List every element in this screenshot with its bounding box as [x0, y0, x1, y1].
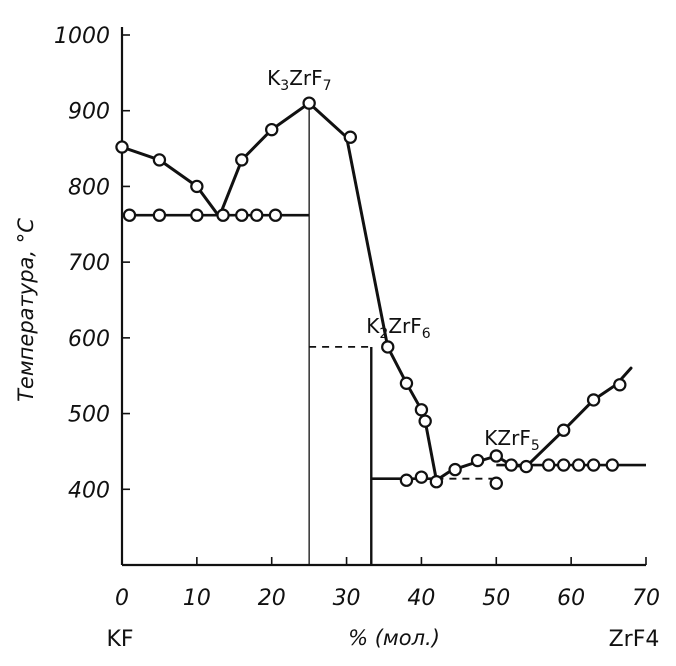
data-point: [250, 208, 264, 222]
y-tick-label: 500: [68, 403, 110, 428]
data-point: [216, 208, 230, 222]
compound-label: KZrF5: [484, 426, 539, 454]
x-tick-label: 10: [183, 586, 211, 611]
x-tick-label: 30: [333, 586, 361, 611]
right-component-label: ZrF4: [609, 627, 660, 652]
data-point: [115, 140, 129, 154]
data-point: [381, 340, 395, 354]
data-point: [190, 208, 204, 222]
y-tick-label: 400: [68, 478, 110, 503]
axes: 400 500 600 700 800 900 1000 0 10 20 30 40 50 60 70: [54, 24, 660, 611]
data-point: [268, 208, 283, 222]
data-point: [504, 458, 518, 472]
labels: Температура, °С % (мол.) KF ZrF4 K3ZrF7 K2ZrF…: [14, 66, 659, 652]
y-tick-label: 800: [68, 175, 110, 200]
x-axis-title: % (мол.): [348, 626, 440, 650]
data-point: [613, 378, 627, 392]
data-point: [571, 458, 586, 472]
x-tick-label: 50: [482, 586, 510, 611]
x-tick-label: 40: [407, 586, 435, 611]
data-point: [556, 458, 571, 472]
data-point: [489, 476, 503, 490]
y-axis-title: Температура, °С: [14, 218, 38, 402]
compound-label: K2ZrF6: [366, 314, 430, 342]
liquidus-curve: [217, 101, 438, 482]
data-point: [556, 423, 571, 437]
data-point: [343, 130, 358, 144]
x-tick-label: 60: [557, 586, 585, 611]
data-points: [115, 96, 627, 490]
data-point: [235, 153, 249, 167]
data-point: [399, 376, 414, 390]
x-tick-label: 70: [632, 586, 660, 611]
compound-label: K3ZrF7: [267, 66, 331, 94]
data-point: [470, 453, 485, 468]
data-point: [418, 414, 432, 428]
liquidus-curve: [120, 145, 221, 219]
data-point: [414, 403, 429, 417]
data-point: [519, 459, 533, 474]
data-point: [122, 208, 137, 222]
y-tick-label: 1000: [54, 24, 110, 49]
data-point: [605, 458, 620, 472]
y-tick-label: 700: [68, 251, 110, 276]
data-point: [265, 122, 279, 137]
data-point: [541, 458, 556, 472]
data-point: [414, 470, 429, 484]
left-component-label: KF: [106, 627, 133, 652]
data-point: [489, 449, 503, 463]
data-point: [302, 96, 316, 110]
data-point: [586, 458, 601, 472]
data-point: [152, 208, 167, 222]
data-point: [586, 393, 601, 407]
data-point: [429, 475, 444, 489]
data-point: [399, 473, 414, 487]
y-tick-label: 600: [68, 327, 110, 352]
x-tick-label: 20: [258, 586, 286, 611]
data-point: [152, 153, 167, 167]
x-tick-label: 0: [115, 586, 129, 611]
y-tick-label: 900: [68, 100, 110, 125]
data-point: [448, 462, 462, 477]
data-point: [235, 208, 249, 222]
data-point: [190, 179, 204, 194]
